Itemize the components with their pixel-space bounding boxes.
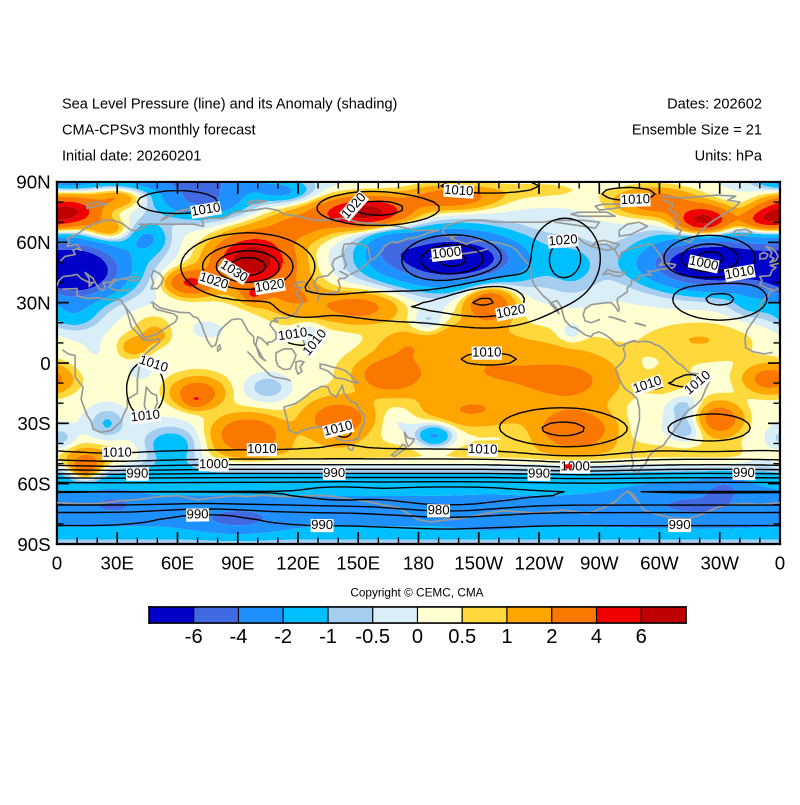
svg-text:90E: 90E (221, 552, 254, 573)
svg-text:0.5: 0.5 (448, 626, 476, 648)
svg-text:CMA-CPSv3 monthly forecast: CMA-CPSv3 monthly forecast (62, 122, 256, 138)
svg-text:Units: hPa: Units: hPa (695, 149, 763, 165)
svg-text:6: 6 (636, 626, 647, 648)
svg-text:990: 990 (323, 465, 345, 480)
svg-text:120E: 120E (276, 552, 320, 573)
svg-text:-0.5: -0.5 (355, 626, 390, 648)
svg-text:60N: 60N (16, 232, 50, 253)
svg-text:Copyright © CEMC, CMA: Copyright © CEMC, CMA (350, 586, 483, 600)
svg-text:-4: -4 (230, 626, 248, 648)
svg-text:1010: 1010 (620, 191, 650, 207)
svg-text:990: 990 (311, 517, 333, 532)
svg-text:1010: 1010 (444, 182, 474, 199)
svg-text:2: 2 (546, 626, 557, 648)
svg-text:1000: 1000 (431, 243, 462, 261)
svg-text:1020: 1020 (254, 276, 285, 295)
svg-text:-2: -2 (274, 626, 292, 648)
svg-text:Initial date: 20260201: Initial date: 20260201 (62, 149, 201, 165)
svg-text:1010: 1010 (277, 324, 308, 343)
svg-text:0: 0 (412, 626, 423, 648)
svg-text:1010: 1010 (130, 406, 161, 424)
svg-text:990: 990 (528, 466, 550, 481)
svg-text:-1: -1 (319, 626, 337, 648)
svg-text:90W: 90W (580, 552, 619, 573)
svg-text:1010: 1010 (102, 445, 131, 460)
svg-text:60E: 60E (161, 552, 194, 573)
svg-text:1: 1 (501, 626, 512, 648)
svg-text:30S: 30S (17, 413, 50, 434)
svg-text:180: 180 (403, 552, 434, 573)
svg-text:60W: 60W (640, 552, 679, 573)
svg-text:150E: 150E (336, 552, 380, 573)
svg-text:0: 0 (40, 353, 50, 374)
svg-text:1010: 1010 (472, 344, 501, 359)
svg-text:1010: 1010 (247, 441, 276, 456)
svg-text:1000: 1000 (199, 456, 228, 471)
svg-text:0: 0 (52, 552, 62, 573)
svg-text:60S: 60S (17, 473, 50, 494)
svg-text:990: 990 (733, 465, 755, 480)
svg-text:1010: 1010 (322, 417, 354, 439)
svg-text:1000: 1000 (560, 458, 589, 473)
svg-text:1020: 1020 (495, 301, 527, 321)
svg-text:-6: -6 (185, 626, 203, 648)
svg-text:1010: 1010 (190, 199, 221, 219)
svg-text:0: 0 (775, 552, 785, 573)
svg-text:1000: 1000 (688, 252, 720, 273)
svg-text:30W: 30W (700, 552, 739, 573)
svg-text:990: 990 (126, 466, 148, 481)
svg-text:30N: 30N (16, 292, 50, 313)
svg-text:990: 990 (186, 506, 208, 521)
svg-text:1010: 1010 (468, 441, 498, 457)
svg-text:30E: 30E (101, 552, 134, 573)
svg-text:120W: 120W (515, 552, 564, 573)
svg-text:4: 4 (591, 626, 602, 648)
svg-text:Ensemble Size = 21: Ensemble Size = 21 (632, 122, 762, 138)
svg-text:1020: 1020 (548, 231, 578, 248)
svg-text:90S: 90S (17, 534, 50, 555)
svg-text:990: 990 (669, 517, 691, 532)
svg-text:Dates: 202602: Dates: 202602 (667, 96, 762, 112)
svg-text:150W: 150W (454, 552, 503, 573)
svg-text:1010: 1010 (724, 262, 756, 282)
svg-text:Sea Level Pressure (line) and: Sea Level Pressure (line) and its Anomal… (62, 96, 397, 112)
svg-text:980: 980 (428, 502, 450, 517)
svg-text:90N: 90N (16, 172, 50, 193)
